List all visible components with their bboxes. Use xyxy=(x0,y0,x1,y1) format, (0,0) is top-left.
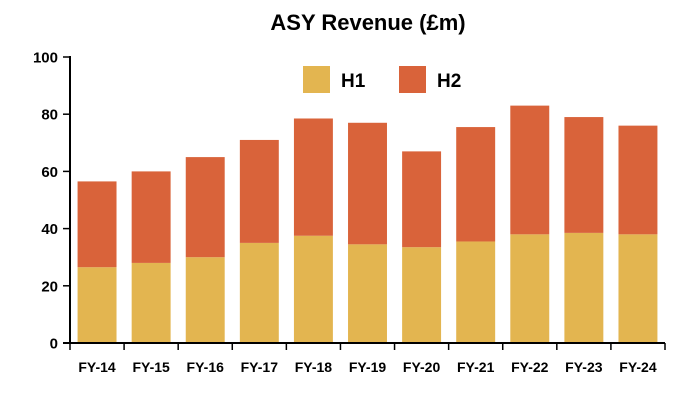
bar-h2-fy-23 xyxy=(564,117,604,233)
bar-h2-fy-19 xyxy=(348,122,387,245)
bar-h1-fy-19 xyxy=(348,244,387,343)
legend-label-h1: H1 xyxy=(341,71,366,92)
x-tick-label-fy-24: FY-24 xyxy=(619,359,657,375)
x-tick-label-fy-15: FY-15 xyxy=(132,359,170,375)
bar-h1-fy-20 xyxy=(402,247,442,343)
y-tick-label-100: 100 xyxy=(33,50,58,67)
chart-title: ASY Revenue (£m) xyxy=(270,10,465,35)
bar-h2-fy-21 xyxy=(456,127,496,242)
x-tick-label-fy-19: FY-19 xyxy=(349,359,387,375)
y-tick-label-20: 20 xyxy=(41,278,58,295)
bar-h2-fy-20 xyxy=(402,151,442,248)
bars-layer xyxy=(77,105,658,343)
x-tick-label-fy-23: FY-23 xyxy=(565,359,603,375)
bar-h1-fy-24 xyxy=(618,234,658,343)
bar-h1-fy-21 xyxy=(456,241,496,343)
bar-h2-fy-14 xyxy=(77,181,117,268)
axes-layer: FY-14 FY-15 FY-16 FY-17 FY-18 FY-19 FY-20 FY-21… xyxy=(33,50,666,375)
x-tick-label-fy-16: FY-16 xyxy=(187,359,225,375)
bar-h1-fy-23 xyxy=(564,232,604,343)
x-tick-label-fy-21: FY-21 xyxy=(457,359,495,375)
y-tick-label-80: 80 xyxy=(41,107,58,124)
x-tick-label-fy-20: FY-20 xyxy=(403,359,441,375)
x-tick-label-fy-14: FY-14 xyxy=(78,359,116,375)
bar-h1-fy-17 xyxy=(239,242,279,343)
bar-h2-fy-16 xyxy=(185,157,225,258)
x-tick-label-fy-17: FY-17 xyxy=(241,359,279,375)
legend: H1 H2 xyxy=(303,66,461,93)
x-tick-label-fy-22: FY-22 xyxy=(511,359,549,375)
bar-h2-fy-22 xyxy=(510,105,550,235)
y-tick-label-0: 0 xyxy=(50,336,58,353)
bar-h1-fy-16 xyxy=(185,257,225,343)
legend-label-h2: H2 xyxy=(437,71,461,92)
x-tick-label-fy-18: FY-18 xyxy=(295,359,333,375)
bar-h1-fy-14 xyxy=(77,267,117,343)
bar-h2-fy-15 xyxy=(131,171,171,263)
legend-swatch-h2 xyxy=(399,66,426,93)
bar-h2-fy-24 xyxy=(618,125,658,235)
y-tick-label-40: 40 xyxy=(41,221,58,238)
bar-h2-fy-17 xyxy=(239,139,279,243)
y-tick-label-60: 60 xyxy=(41,164,58,181)
bar-h1-fy-15 xyxy=(131,262,171,343)
bar-h1-fy-18 xyxy=(293,235,333,343)
bar-h1-fy-22 xyxy=(510,234,550,343)
bar-h2-fy-18 xyxy=(293,118,333,236)
legend-swatch-h1 xyxy=(303,66,330,93)
